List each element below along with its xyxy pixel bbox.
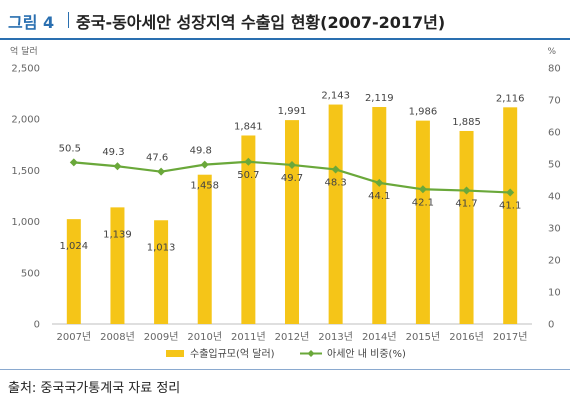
line-value-label: 41.1 <box>499 200 521 211</box>
legend-line-marker <box>307 350 315 357</box>
bar <box>372 107 387 324</box>
bar-value-label: 1,991 <box>278 106 307 117</box>
left-tick-label: 500 <box>21 268 40 279</box>
legend-bar-label: 수출입규모(억 달러) <box>190 347 275 360</box>
right-tick-label: 0 <box>548 320 554 331</box>
bar-value-label: 1,841 <box>234 121 263 132</box>
category-label: 2011년 <box>231 331 266 343</box>
figure-header: 그림 4 중국-동아세안 성장지역 수출입 현황(2007-2017년) <box>0 0 570 38</box>
category-label: 2013년 <box>318 331 353 343</box>
bar <box>415 120 430 324</box>
line-value-label: 42.1 <box>412 197 434 208</box>
line-point <box>69 158 78 167</box>
right-axis-unit-label: % <box>547 47 556 57</box>
bar-value-label: 1,139 <box>103 229 132 240</box>
legend-bar-swatch <box>166 350 184 357</box>
category-label: 2016년 <box>449 331 484 343</box>
line-point <box>157 167 166 176</box>
bar <box>459 130 474 324</box>
category-label: 2010년 <box>187 331 222 343</box>
category-label: 2008년 <box>100 331 135 343</box>
right-tick-label: 60 <box>548 128 561 139</box>
line-point <box>462 186 471 195</box>
line-point <box>506 188 515 197</box>
right-tick-label: 80 <box>548 64 561 75</box>
top-rule <box>0 38 570 40</box>
left-tick-label: 0 <box>34 320 40 331</box>
category-label: 2012년 <box>275 331 310 343</box>
legend-line-label: 아세안 내 비중(%) <box>327 348 406 360</box>
bar <box>154 220 169 324</box>
line-value-label: 50.5 <box>59 143 81 154</box>
bar-value-label: 2,143 <box>321 91 350 102</box>
figure-label: 그림 4 <box>8 13 55 32</box>
line-point <box>375 178 384 187</box>
line-point <box>244 157 253 166</box>
left-axis-unit-label: 억 달러 <box>10 45 38 57</box>
chart-canvas: 억 달러 % 0 500 1,000 1,500 2,000 2,500 0 10 20 30 40 50… <box>10 45 561 360</box>
bar-value-label: 2,116 <box>496 93 525 104</box>
right-tick-label: 10 <box>548 288 561 299</box>
line-value-label: 50.7 <box>237 170 259 181</box>
line-point <box>200 160 209 169</box>
bar-value-label: 1,013 <box>147 242 176 253</box>
right-tick-label: 20 <box>548 256 561 267</box>
line-point <box>331 165 340 174</box>
bar <box>241 135 256 324</box>
left-tick-label: 1,000 <box>11 217 40 228</box>
bar <box>328 104 343 325</box>
category-label: 2009년 <box>144 331 179 343</box>
category-label: 2007년 <box>56 331 91 343</box>
line-value-label: 48.3 <box>325 177 347 188</box>
bar <box>197 174 212 324</box>
category-label: 2015년 <box>406 331 441 343</box>
left-tick-label: 1,500 <box>11 166 40 177</box>
bar <box>503 107 518 325</box>
right-tick-label: 70 <box>548 96 561 107</box>
left-tick-label: 2,500 <box>11 64 40 75</box>
line-point <box>288 160 296 169</box>
figure-title: 중국-동아세안 성장지역 수출입 현황(2007-2017년) <box>76 13 446 32</box>
figure-source: 출처: 중국국가통계국 자료 정리 <box>8 381 181 396</box>
bar <box>285 120 299 324</box>
right-tick-label: 40 <box>548 192 561 203</box>
line-value-label: 44.1 <box>368 191 390 202</box>
line-value-label: 41.7 <box>455 199 477 210</box>
header-divider <box>68 12 69 28</box>
line-value-label: 47.6 <box>146 153 168 164</box>
right-tick-label: 50 <box>548 160 561 171</box>
left-tick-label: 2,000 <box>11 115 40 126</box>
bar-value-label: 1,885 <box>452 117 481 128</box>
line-value-label: 49.7 <box>281 173 303 184</box>
bar-value-label: 2,119 <box>365 93 394 104</box>
category-label: 2014년 <box>362 331 397 343</box>
line-value-label: 49.3 <box>102 147 124 158</box>
bar-value-label: 1,458 <box>190 181 219 192</box>
line-value-label: 49.8 <box>190 146 212 157</box>
bottom-rule <box>0 369 570 370</box>
bar <box>110 207 125 324</box>
bar-value-label: 1,986 <box>409 107 438 118</box>
bar <box>66 219 81 324</box>
right-tick-label: 30 <box>548 224 561 235</box>
category-label: 2017년 <box>493 331 528 343</box>
line-point <box>113 162 122 171</box>
line-point <box>418 185 427 194</box>
bar-value-label: 1,024 <box>59 241 88 252</box>
